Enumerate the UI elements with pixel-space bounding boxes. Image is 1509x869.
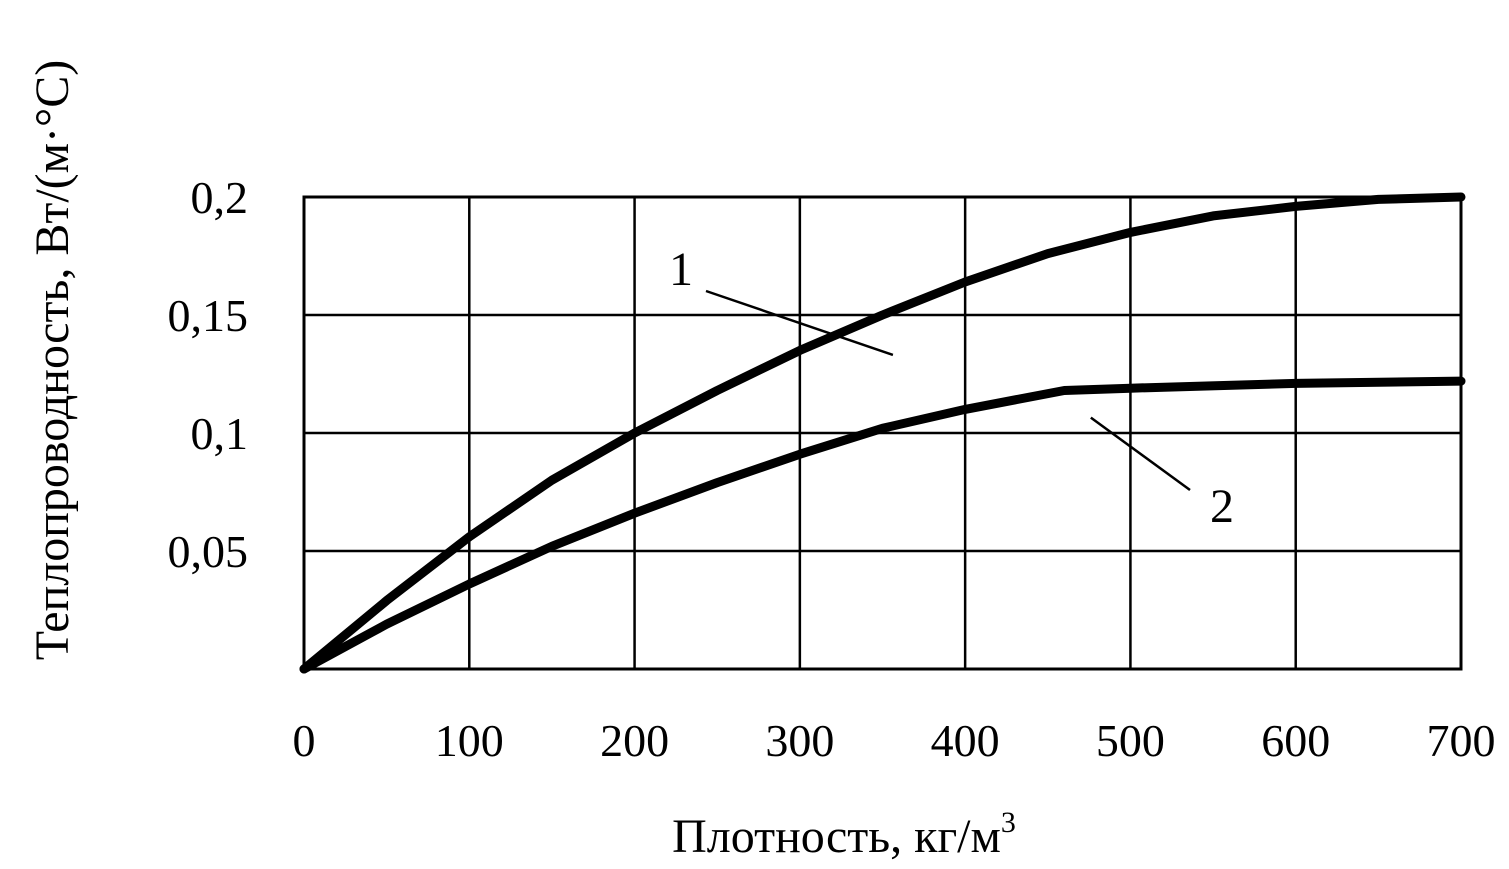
y-tick-labels: 0,05 0,1 0,15 0,2 [168, 172, 249, 577]
x-tick-label: 400 [931, 715, 1000, 766]
curve-label-2: 2 [1210, 480, 1234, 533]
x-tick-label: 200 [600, 715, 669, 766]
y-tick-label: 0,1 [191, 408, 249, 459]
leader-line-1 [705, 289, 894, 357]
y-axis-title: Теплопроводность, Вт/(м·°С) [26, 60, 79, 660]
curve-label-1: 1 [669, 243, 693, 296]
x-tick-label: 600 [1261, 715, 1330, 766]
x-tick-label: 700 [1427, 715, 1496, 766]
leader-line-2 [1090, 416, 1191, 492]
x-tick-label: 300 [765, 715, 834, 766]
y-tick-label: 0,15 [168, 290, 249, 341]
series-2-line [299, 376, 1466, 674]
x-tick-label: 100 [435, 715, 504, 766]
y-tick-label: 0,2 [191, 172, 249, 223]
y-tick-label: 0,05 [168, 526, 249, 577]
series-lines [299, 192, 1466, 674]
x-tick-label: 500 [1096, 715, 1165, 766]
x-axis-title: Плотность, кг/м3 [672, 806, 1016, 863]
x-axis-title-superscript: 3 [1001, 806, 1016, 839]
x-tick-label: 0 [293, 715, 316, 766]
plot-frame [302, 195, 1463, 671]
annotations: 12 [669, 243, 1234, 533]
series-1-line [299, 192, 1466, 674]
x-tick-labels: 0 100 200 300 400 500 600 700 [293, 715, 1496, 766]
